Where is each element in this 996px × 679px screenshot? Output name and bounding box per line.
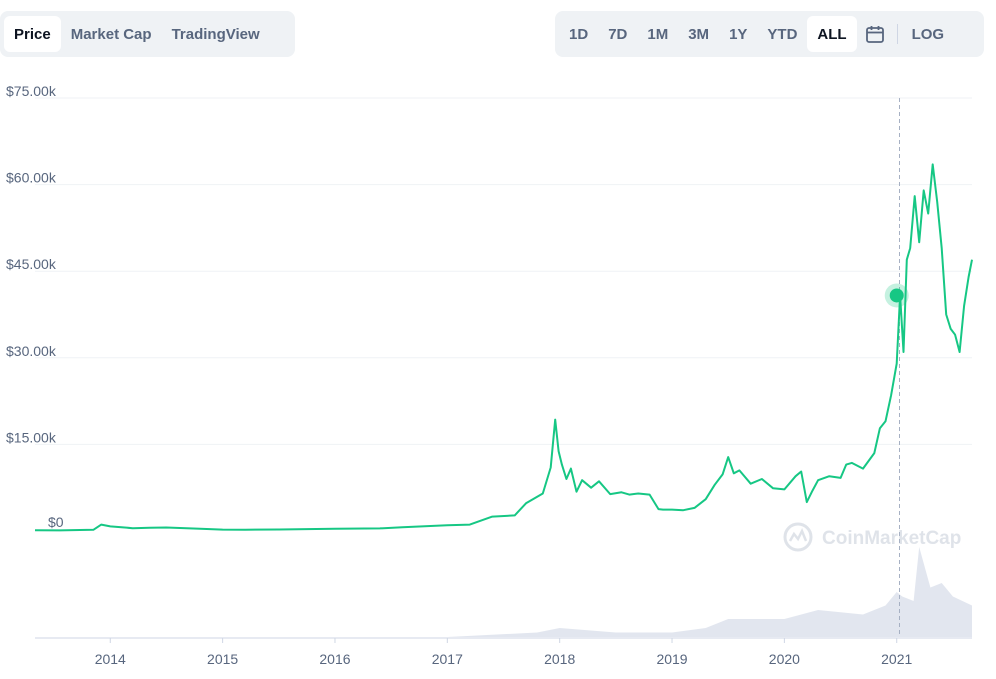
range-divider	[896, 24, 898, 44]
tab-market-cap[interactable]: Market Cap	[70, 25, 152, 43]
calendar-icon	[865, 26, 884, 43]
y-tick-label: $0	[48, 514, 64, 530]
range-ytd[interactable]: YTD	[767, 25, 798, 43]
range-1y[interactable]: 1Y	[729, 25, 748, 43]
x-tick-label: 2018	[544, 651, 575, 667]
watermark: CoinMarketCap	[783, 522, 961, 552]
calendar-button[interactable]	[857, 16, 893, 52]
x-tick-label: 2021	[881, 651, 912, 667]
price-line	[34, 163, 973, 532]
chart-type-tabs: Price Market Cap TradingView	[0, 11, 295, 57]
coinmarketcap-logo-icon	[783, 522, 813, 552]
x-tick-label: 2019	[656, 651, 687, 667]
y-axis-labels: $75.00k $60.00k $45.00k $30.00k $15.00k $0	[6, 83, 64, 530]
y-tick-label: $30.00k	[6, 343, 57, 359]
range-all[interactable]: ALL	[807, 16, 857, 52]
chart-grid	[35, 97, 972, 445]
y-tick-label: $60.00k	[6, 170, 57, 186]
x-tick-label: 2016	[319, 651, 350, 667]
y-tick-label: $45.00k	[6, 256, 57, 272]
tab-price[interactable]: Price	[4, 16, 61, 52]
range-3m[interactable]: 3M	[688, 25, 710, 43]
y-tick-label: $15.00k	[6, 429, 57, 445]
range-7d[interactable]: 7D	[608, 25, 628, 43]
time-range-selector: 1D 7D 1M 3M 1Y YTD ALL LOG	[555, 11, 984, 57]
x-tick-label: 2014	[95, 651, 126, 667]
y-tick-label: $75.00k	[6, 83, 57, 99]
tab-tradingview[interactable]: TradingView	[171, 25, 260, 43]
log-scale-toggle[interactable]: LOG	[911, 25, 945, 43]
volume-area	[35, 547, 972, 637]
price-series	[34, 163, 973, 532]
watermark-text: CoinMarketCap	[822, 528, 961, 549]
hover-marker	[884, 283, 909, 308]
x-tick-label: 2015	[207, 651, 238, 667]
x-tick-label: 2017	[432, 651, 463, 667]
volume-area-path	[35, 547, 972, 637]
x-tick-label: 2020	[769, 651, 800, 667]
range-1d[interactable]: 1D	[569, 25, 589, 43]
x-axis-labels: 2014 2015 2016 2017 2018 2019 2020 2021	[95, 638, 913, 667]
range-1m[interactable]: 1M	[647, 25, 669, 43]
hover-marker-dot	[889, 288, 904, 303]
